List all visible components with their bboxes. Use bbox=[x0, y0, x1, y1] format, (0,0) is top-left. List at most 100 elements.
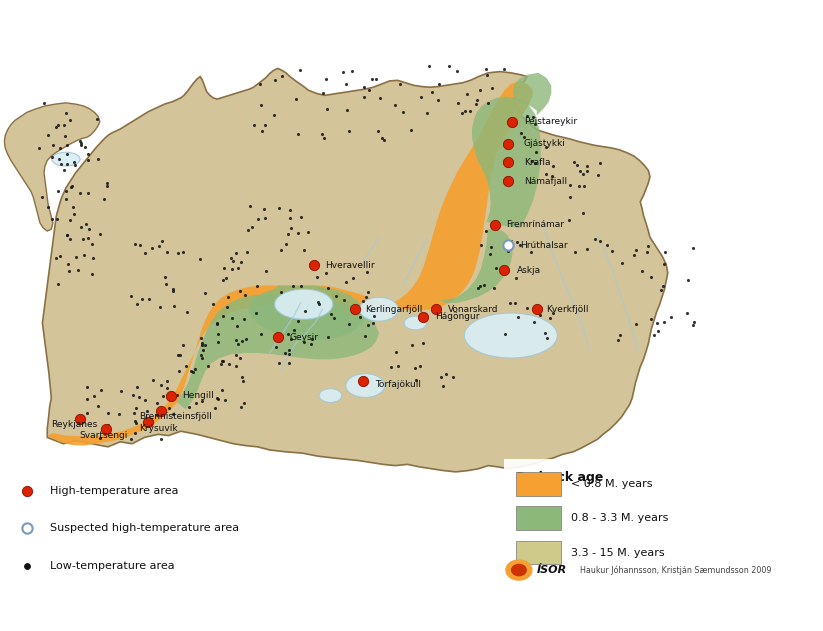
Point bbox=[21, 560, 34, 570]
Point bbox=[315, 129, 328, 139]
Text: Krýsuvík: Krýsuvík bbox=[139, 423, 177, 433]
Text: Geysir: Geysir bbox=[289, 333, 319, 342]
Point bbox=[530, 304, 543, 314]
Polygon shape bbox=[472, 97, 541, 228]
Point bbox=[249, 308, 263, 318]
Point bbox=[613, 330, 626, 340]
Point bbox=[502, 239, 515, 249]
Point bbox=[282, 345, 295, 355]
Point bbox=[125, 290, 138, 300]
Point bbox=[545, 171, 558, 181]
Point bbox=[133, 392, 146, 402]
Point bbox=[51, 279, 64, 289]
Point bbox=[340, 105, 353, 115]
Polygon shape bbox=[249, 285, 365, 339]
Point bbox=[73, 136, 86, 146]
Point bbox=[644, 272, 657, 282]
Point bbox=[404, 125, 417, 135]
Point bbox=[208, 403, 221, 413]
Point bbox=[140, 406, 153, 416]
Point bbox=[156, 391, 170, 401]
Text: Hágöngur: Hágöngur bbox=[435, 312, 479, 321]
Point bbox=[168, 301, 181, 311]
Point bbox=[443, 61, 456, 71]
Bar bbox=[517, 472, 561, 495]
Point bbox=[59, 108, 72, 118]
Point bbox=[129, 403, 142, 413]
Point bbox=[298, 306, 311, 316]
Text: Hveravellir: Hveravellir bbox=[325, 261, 374, 270]
Point bbox=[283, 205, 296, 215]
Point bbox=[499, 329, 512, 339]
Point bbox=[645, 314, 658, 324]
Point bbox=[648, 330, 661, 340]
Point bbox=[459, 105, 472, 115]
Point bbox=[187, 367, 200, 377]
Point bbox=[60, 150, 73, 160]
Point bbox=[237, 314, 250, 324]
Point bbox=[574, 166, 587, 176]
Point bbox=[42, 131, 55, 141]
Polygon shape bbox=[513, 73, 551, 115]
Point bbox=[471, 95, 484, 105]
Point bbox=[324, 309, 337, 319]
Point bbox=[86, 253, 100, 263]
Ellipse shape bbox=[404, 316, 426, 330]
Point bbox=[528, 317, 541, 327]
Point bbox=[49, 122, 63, 132]
Point bbox=[231, 262, 244, 273]
Point bbox=[528, 158, 542, 168]
Point bbox=[35, 192, 49, 202]
Point bbox=[88, 391, 101, 401]
Point bbox=[37, 98, 50, 109]
Point bbox=[253, 79, 266, 89]
Point bbox=[229, 334, 242, 345]
Point bbox=[63, 234, 77, 244]
Point bbox=[216, 310, 230, 321]
Point bbox=[81, 233, 95, 244]
Point bbox=[540, 168, 553, 179]
Point bbox=[226, 264, 239, 274]
Point bbox=[272, 333, 285, 343]
Text: Hengill: Hengill bbox=[183, 391, 214, 400]
Point bbox=[151, 398, 164, 408]
Point bbox=[450, 66, 463, 76]
Point bbox=[393, 79, 407, 89]
Text: Brennisteinsfjöll: Brennisteinsfjöll bbox=[139, 412, 212, 422]
Point bbox=[235, 372, 249, 382]
Point bbox=[483, 249, 496, 259]
Point bbox=[267, 110, 281, 120]
Point bbox=[196, 338, 209, 348]
Polygon shape bbox=[439, 229, 513, 303]
Point bbox=[258, 213, 271, 223]
Point bbox=[282, 349, 295, 359]
Point bbox=[202, 362, 215, 372]
Point bbox=[226, 256, 239, 266]
Point bbox=[64, 182, 77, 192]
Point bbox=[463, 106, 477, 116]
Point bbox=[259, 266, 272, 276]
Point bbox=[517, 132, 530, 142]
Point bbox=[305, 339, 318, 350]
Point bbox=[569, 247, 582, 257]
Point bbox=[456, 108, 469, 118]
Point bbox=[616, 257, 629, 268]
Point bbox=[319, 268, 332, 278]
Point bbox=[93, 433, 106, 443]
Point bbox=[154, 406, 167, 416]
Point bbox=[53, 143, 67, 153]
Point bbox=[317, 133, 330, 143]
Point bbox=[258, 120, 272, 130]
Point bbox=[81, 408, 94, 418]
Point bbox=[416, 338, 430, 348]
Point bbox=[166, 286, 179, 296]
Point bbox=[359, 331, 372, 341]
Point bbox=[176, 339, 189, 350]
Point bbox=[74, 138, 87, 148]
Point bbox=[655, 285, 668, 295]
Point bbox=[681, 308, 694, 318]
Point bbox=[310, 272, 323, 282]
Point bbox=[413, 362, 426, 372]
Point bbox=[322, 331, 335, 341]
Point bbox=[234, 353, 247, 363]
